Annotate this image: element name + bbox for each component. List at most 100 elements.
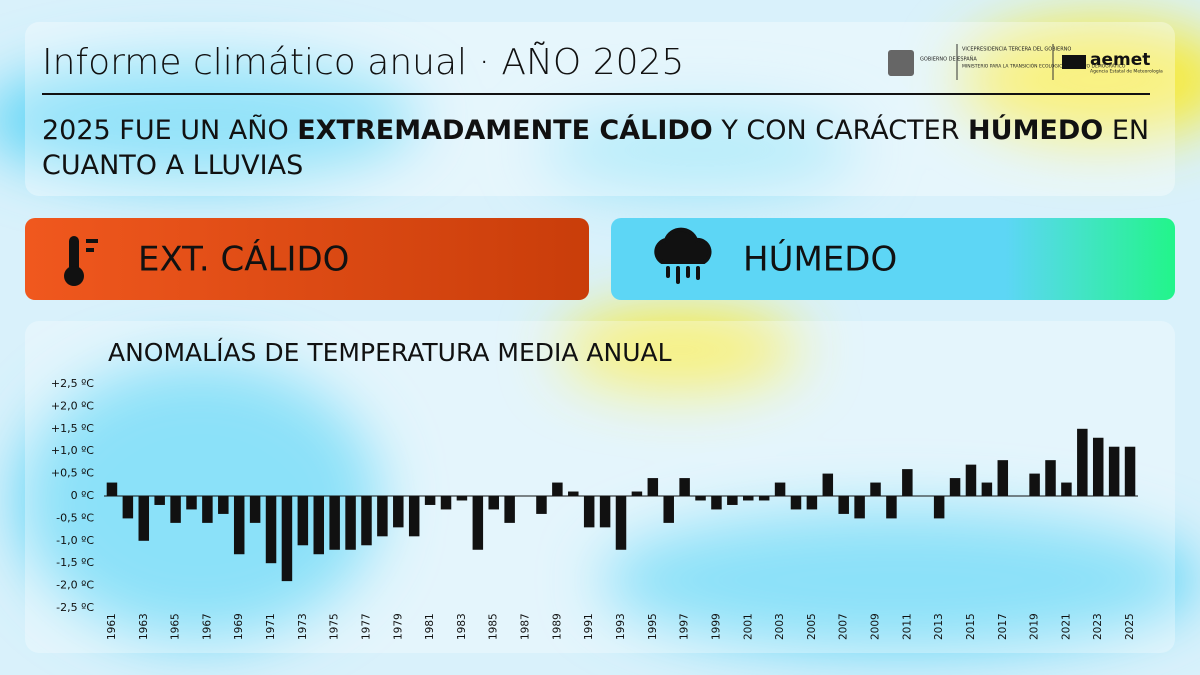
bar <box>361 496 372 546</box>
title: Informe climático anual · AÑO 2025 <box>42 41 684 83</box>
y-tick-label: -2,0 ºC <box>56 579 94 592</box>
x-tick-label: 2001 <box>742 613 754 640</box>
bar <box>456 496 468 501</box>
plot: +2,5 ºC +2,0 ºC +1,5 ºC +1,0 ºC +0,5 ºC 0 ºC -… <box>51 377 1138 640</box>
bar <box>1061 482 1072 496</box>
bar <box>1124 446 1136 496</box>
bar <box>393 496 404 528</box>
bar <box>265 496 277 564</box>
headline-segment: EN <box>1103 115 1149 146</box>
bar <box>186 496 197 510</box>
bar <box>154 496 165 505</box>
x-tick-label: 1989 <box>551 613 563 640</box>
y-tick-label: 0 ºC <box>71 489 95 502</box>
y-tick-label: -1,0 ºC <box>56 534 94 547</box>
x-tick-label: 1985 <box>488 613 500 640</box>
bar <box>488 496 499 510</box>
bar <box>981 482 993 496</box>
bar <box>711 496 722 510</box>
x-tick-label: 1977 <box>360 613 372 640</box>
headline-segment: EXTREMADAMENTE CÁLIDO <box>297 114 712 146</box>
logo-aemet: aemet <box>1090 50 1150 70</box>
headline-segment: 2025 FUE UN AÑO <box>42 114 297 146</box>
x-tick-label: 1969 <box>233 613 245 640</box>
bar <box>902 469 913 496</box>
bar <box>727 496 738 505</box>
bar <box>886 496 897 519</box>
logo-shield <box>888 50 914 76</box>
y-tick-label: +2,0 ºC <box>51 399 94 412</box>
bar <box>774 482 786 496</box>
card-label: EXT. CÁLIDO <box>138 239 349 280</box>
bar <box>1045 460 1056 496</box>
bar <box>122 496 134 519</box>
bar <box>695 496 706 501</box>
header-panel <box>25 22 1175 196</box>
bar <box>806 496 818 510</box>
bar <box>249 496 261 523</box>
decor <box>0 20 1200 650</box>
y-tick-label: -2,5 ºC <box>56 601 94 614</box>
x-tick-label: 1995 <box>647 613 659 640</box>
rain-icon <box>654 227 712 284</box>
bar <box>870 482 881 496</box>
bar <box>663 496 674 523</box>
x-tick-label: 2021 <box>1060 613 1072 640</box>
logo-mark <box>1062 55 1086 69</box>
bar <box>504 496 515 523</box>
bar <box>631 491 643 496</box>
x-tick-label: 2011 <box>901 613 913 640</box>
bar <box>424 496 436 505</box>
headline-line: 2025 FUE UN AÑO EXTREMADAMENTE CÁLIDO Y … <box>42 114 1149 146</box>
x-tick-label: 1965 <box>170 613 182 640</box>
bar <box>345 496 356 550</box>
logo-text: GOBIERNO DE ESPAÑA <box>920 56 977 63</box>
headline: 2025 FUE UN AÑO EXTREMADAMENTE CÁLIDO Y … <box>42 114 1149 181</box>
bar <box>854 496 865 519</box>
card <box>25 218 589 300</box>
y-tick-label: -1,5 ºC <box>56 556 94 569</box>
bar <box>568 491 579 496</box>
y-tick-label: +2,5 ºC <box>51 377 94 390</box>
x-tick-label: 1963 <box>138 613 150 640</box>
x-tick-label: 1981 <box>424 613 436 640</box>
bar <box>138 496 150 541</box>
x-tick-label: 2005 <box>806 613 818 640</box>
bar <box>599 496 611 528</box>
bar <box>1077 428 1088 496</box>
x-tick-label: 1967 <box>201 613 213 640</box>
x-tick-label: 1971 <box>265 613 277 640</box>
headline-segment: HÚMEDO <box>968 114 1103 146</box>
bar <box>408 496 420 537</box>
x-tick-label: 1999 <box>710 613 722 640</box>
bar <box>1092 437 1104 496</box>
bar <box>170 496 181 523</box>
x-tick-label: 2023 <box>1092 613 1104 640</box>
bar <box>202 496 213 523</box>
x-tick-label: 1973 <box>297 613 309 640</box>
bar <box>743 496 754 501</box>
bar <box>758 496 770 501</box>
x-tick-label: 2007 <box>838 613 850 640</box>
bar <box>583 496 595 528</box>
x-tick-label: 1983 <box>456 613 468 640</box>
headline-segment: CUANTO A LLUVIAS <box>42 150 303 181</box>
thermometer-icon <box>64 236 98 286</box>
bar <box>233 496 245 555</box>
x-tick-label: 1991 <box>583 613 595 640</box>
bar <box>329 496 340 550</box>
chart-title: ANOMALÍAS DE TEMPERATURA MEDIA ANUAL <box>108 338 672 367</box>
chart-panel <box>25 321 1175 653</box>
bar <box>377 496 388 537</box>
bar <box>1108 446 1120 496</box>
bar <box>536 496 547 514</box>
bar <box>790 496 802 510</box>
bar <box>838 496 849 514</box>
bar <box>933 496 945 519</box>
bar <box>472 496 484 550</box>
headline-segment: Y CON CARÁCTER <box>713 114 968 146</box>
y-tick-label: -0,5 ºC <box>56 511 94 524</box>
bar <box>1029 473 1040 496</box>
x-tick-label: 2015 <box>965 613 977 640</box>
card-label: HÚMEDO <box>743 239 897 280</box>
